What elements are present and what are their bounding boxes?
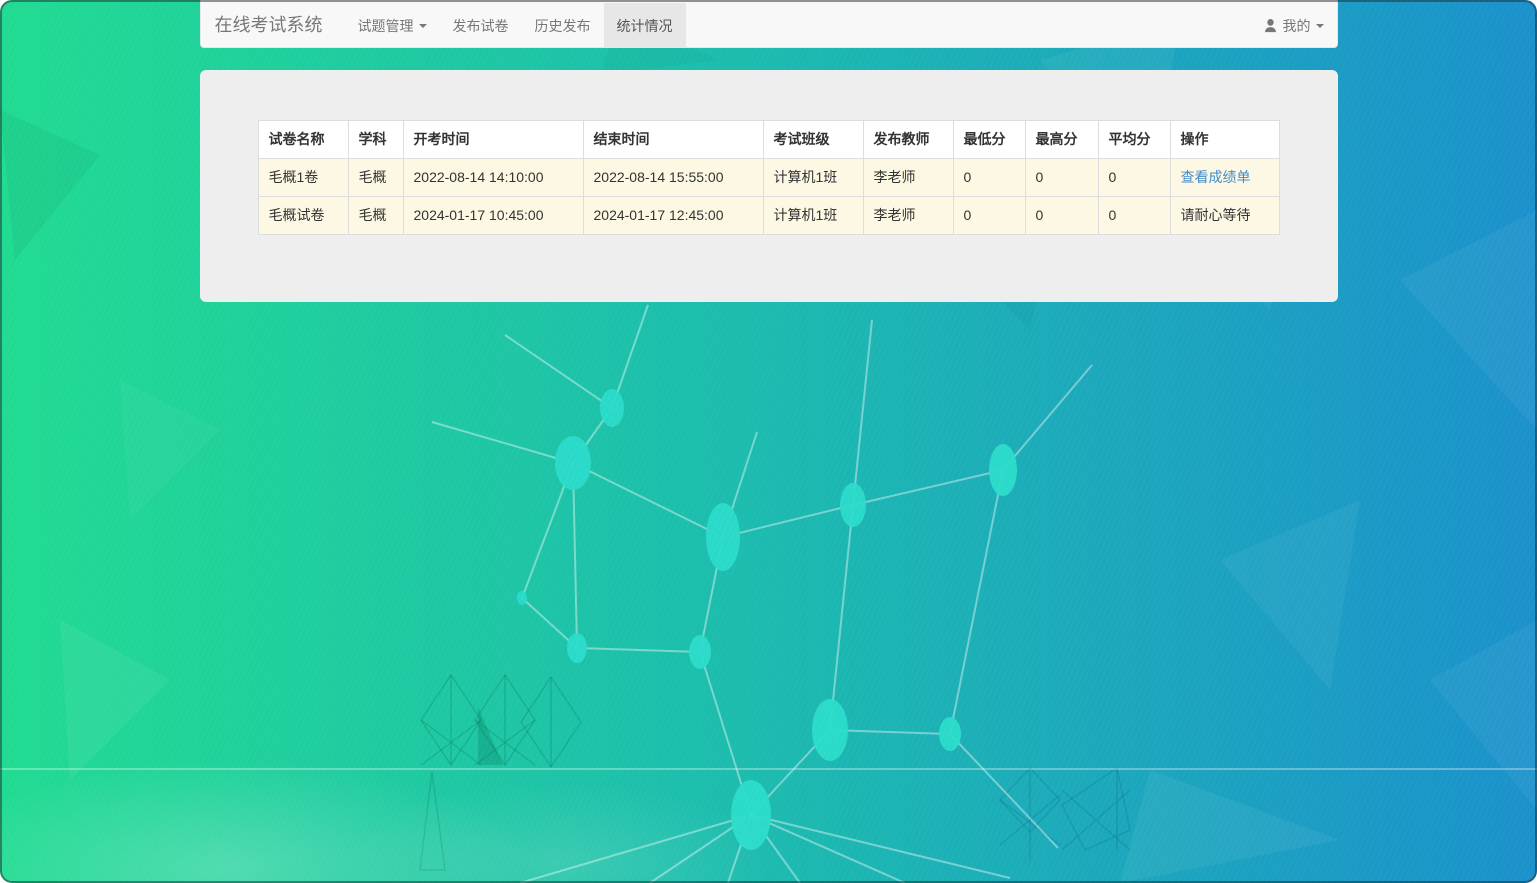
column-header-exam-name: 试卷名称 <box>257 120 349 159</box>
cell-action: 查看成绩单 <box>1169 158 1280 197</box>
navbar-right-menu: 我的 <box>1250 0 1337 47</box>
cell-subject: 毛概 <box>347 158 404 197</box>
cell-start-time: 2022-08-14 14:10:00 <box>402 158 584 197</box>
column-header-teacher: 发布教师 <box>862 120 954 159</box>
cell-end-time: 2022-08-14 15:55:00 <box>582 158 764 197</box>
background-glow <box>340 782 780 883</box>
column-header-actions: 操作 <box>1169 120 1280 159</box>
cell-subject: 毛概 <box>347 196 404 235</box>
navbar-menu: 试题管理 发布试卷 历史发布 统计情况 <box>345 0 686 48</box>
column-header-max-score: 最高分 <box>1024 120 1099 159</box>
exam-statistics-table: 试卷名称 学科 开考时间 结束时间 考试班级 发布教师 最低分 最高分 平均分 … <box>257 120 1280 235</box>
nav-item-statistics[interactable]: 统计情况 <box>603 3 686 48</box>
cell-max-score: 0 <box>1024 196 1099 235</box>
cell-class: 计算机1班 <box>762 158 864 197</box>
cell-end-time: 2024-01-17 12:45:00 <box>582 196 764 235</box>
page-container: 在线考试系统 试题管理 发布试卷 历史发布 统计情况 <box>199 0 1338 302</box>
column-header-end-time: 结束时间 <box>582 120 764 159</box>
navbar-brand[interactable]: 在线考试系统 <box>214 14 323 35</box>
cell-exam-name: 毛概1卷 <box>257 158 349 197</box>
cell-avg-score: 0 <box>1097 158 1171 197</box>
cell-min-score: 0 <box>952 158 1026 197</box>
nav-item-question-management[interactable]: 试题管理 <box>345 3 440 48</box>
wireframe-diamonds-right <box>999 766 1131 860</box>
navbar: 在线考试系统 试题管理 发布试卷 历史发布 统计情况 <box>199 0 1338 48</box>
column-header-subject: 学科 <box>347 120 404 159</box>
nav-item-label: 统计情况 <box>616 17 673 34</box>
user-menu-label: 我的 <box>1282 17 1311 34</box>
network-nodes <box>517 389 1017 850</box>
cell-action: 请耐心等待 <box>1169 196 1280 235</box>
table-row: 毛概1卷 毛概 2022-08-14 14:10:00 2022-08-14 1… <box>257 158 1280 197</box>
cell-teacher: 李老师 <box>862 158 954 197</box>
wireframe-diamonds-left <box>419 673 582 871</box>
column-header-min-score: 最低分 <box>952 120 1026 159</box>
cell-exam-name: 毛概试卷 <box>257 196 349 235</box>
nav-item-label: 发布试卷 <box>452 17 509 34</box>
user-menu[interactable]: 我的 <box>1250 3 1337 48</box>
cell-start-time: 2024-01-17 10:45:00 <box>402 196 584 235</box>
user-icon <box>1263 18 1278 33</box>
table-header-row: 试卷名称 学科 开考时间 结束时间 考试班级 发布教师 最低分 最高分 平均分 … <box>257 120 1280 159</box>
column-header-start-time: 开考时间 <box>402 120 584 159</box>
nav-item-label: 试题管理 <box>357 17 414 34</box>
nav-item-history-publish[interactable]: 历史发布 <box>522 3 604 48</box>
cell-min-score: 0 <box>952 196 1026 235</box>
cell-class: 计算机1班 <box>762 196 864 235</box>
please-wait-text: 请耐心等待 <box>1180 207 1251 223</box>
view-score-report-link[interactable]: 查看成绩单 <box>1180 169 1251 185</box>
cell-max-score: 0 <box>1024 158 1099 197</box>
cell-avg-score: 0 <box>1097 196 1171 235</box>
background-seam-line <box>0 768 1537 770</box>
nav-item-label: 历史发布 <box>534 17 591 34</box>
table-row: 毛概试卷 毛概 2024-01-17 10:45:00 2024-01-17 1… <box>257 196 1280 235</box>
cell-teacher: 李老师 <box>862 196 954 235</box>
nav-item-publish-exam[interactable]: 发布试卷 <box>440 3 522 48</box>
caret-down-icon <box>418 23 427 28</box>
column-header-class: 考试班级 <box>762 120 864 159</box>
caret-down-icon <box>1315 23 1324 28</box>
column-header-avg-score: 平均分 <box>1097 120 1171 159</box>
statistics-panel: 试卷名称 学科 开考时间 结束时间 考试班级 发布教师 最低分 最高分 平均分 … <box>199 70 1338 302</box>
